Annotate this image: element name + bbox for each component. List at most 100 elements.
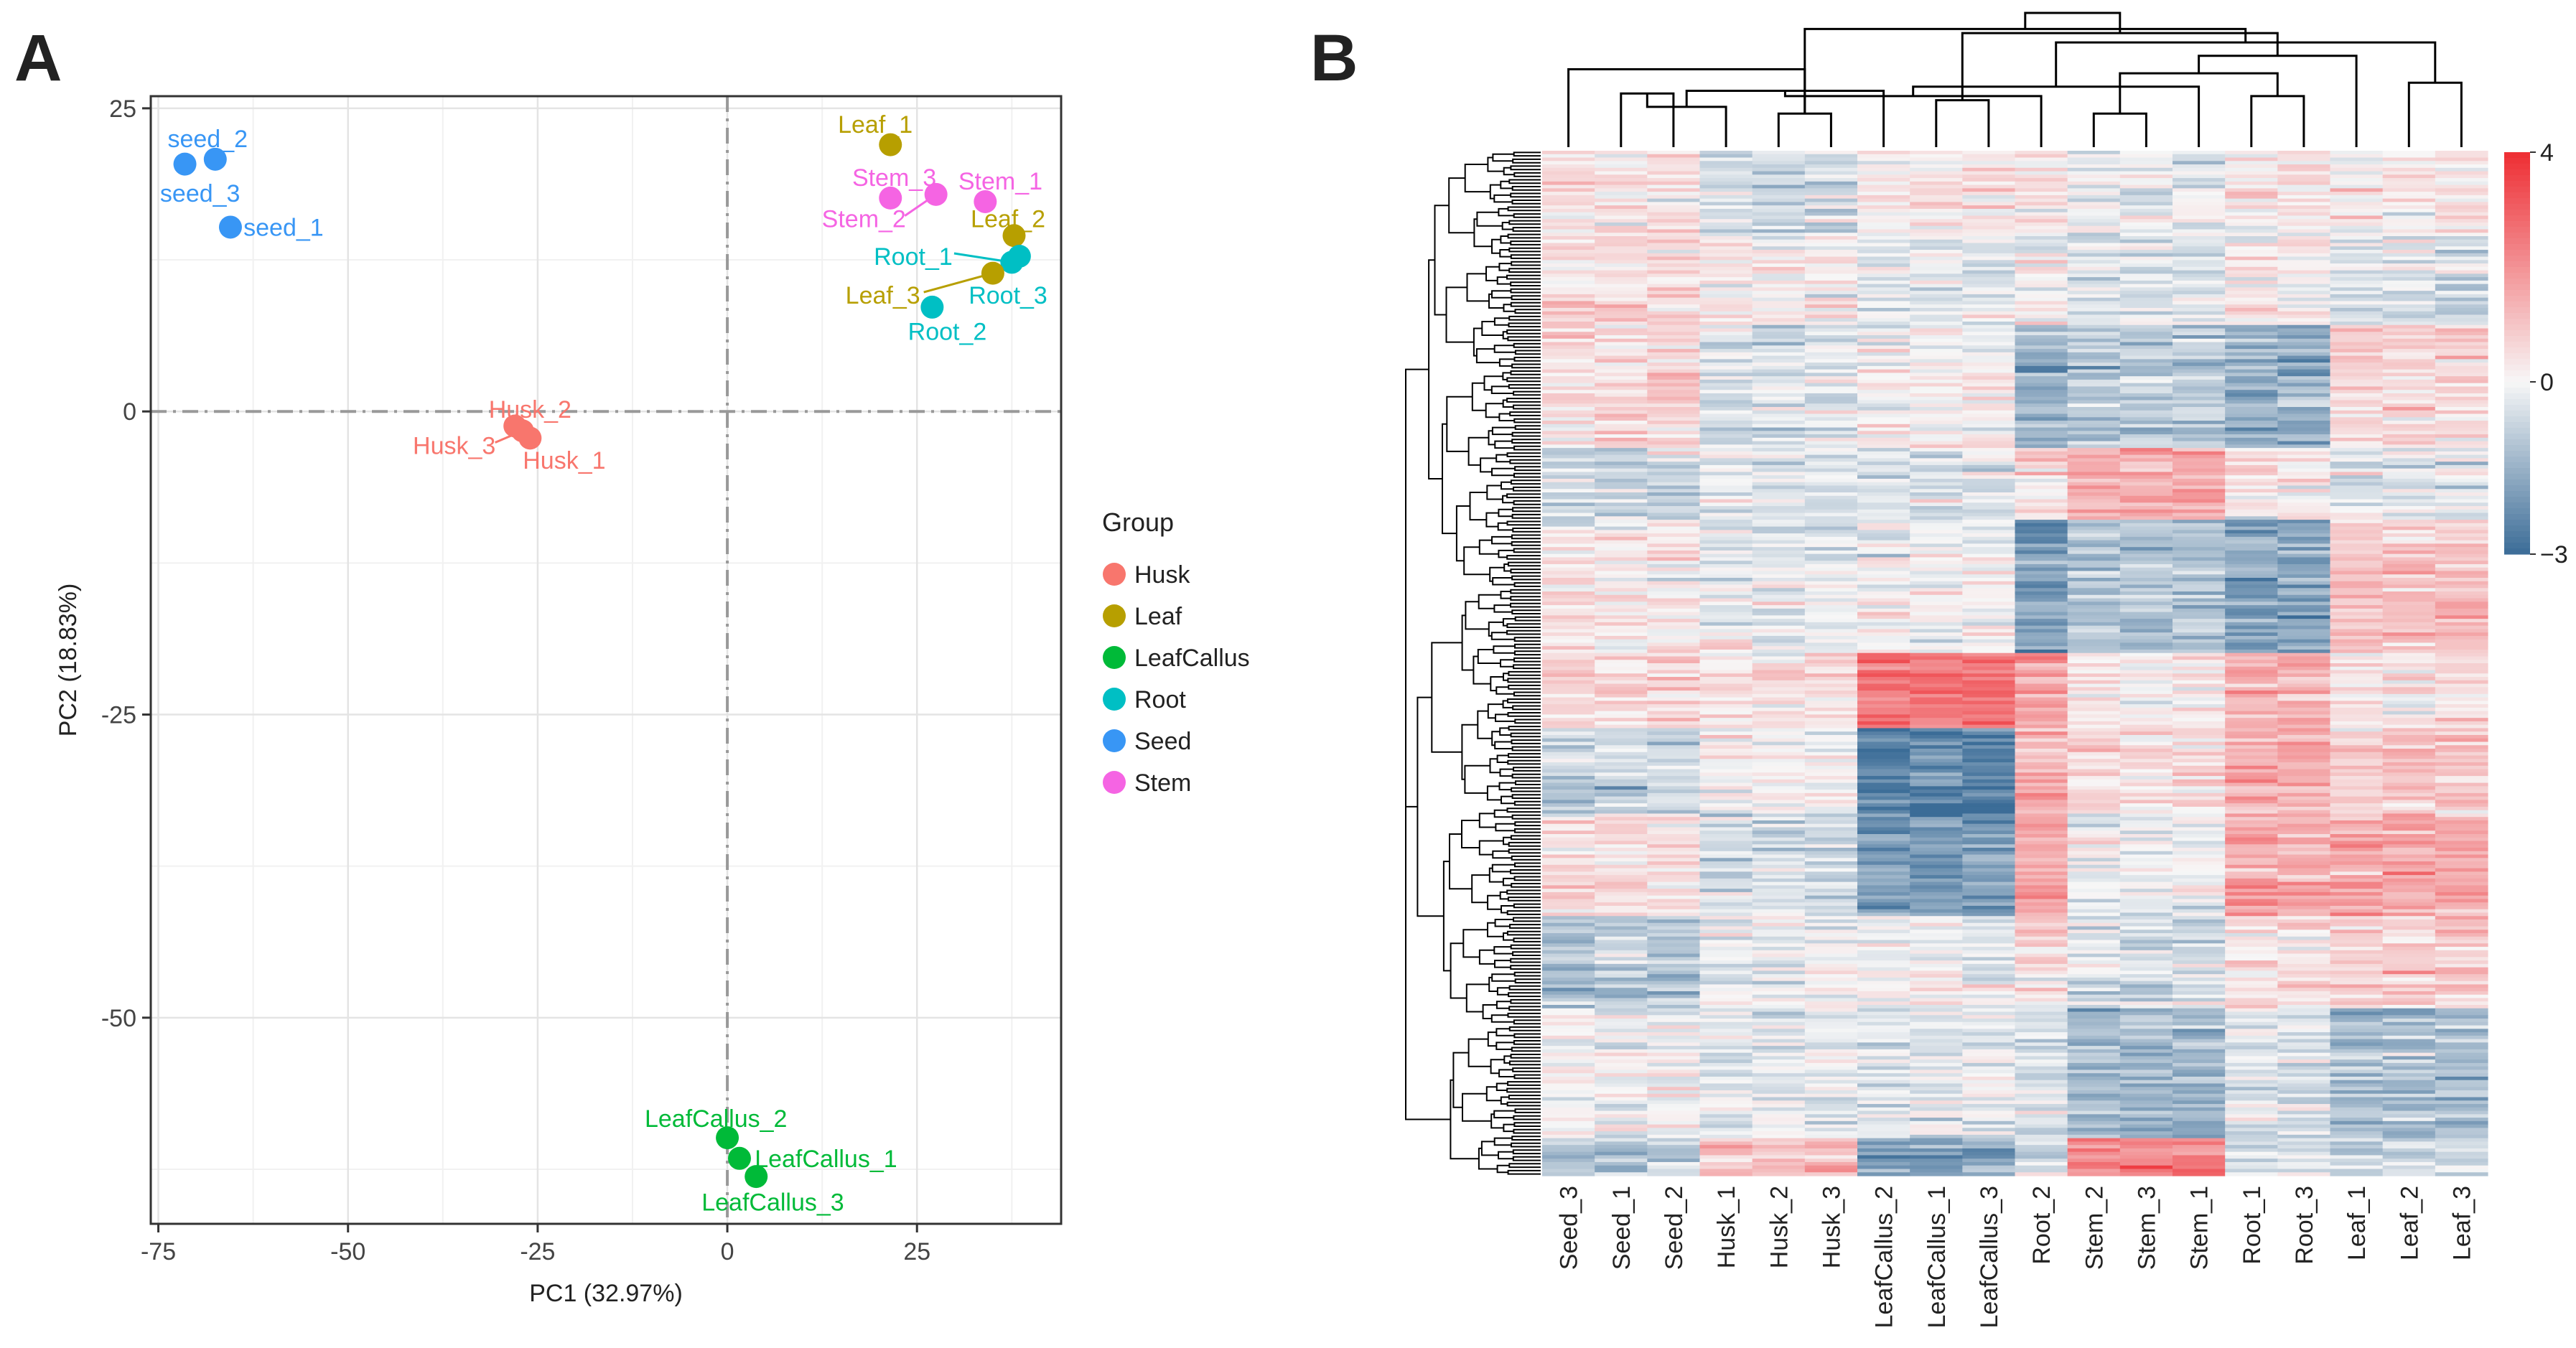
heatmap-cell	[2173, 431, 2226, 435]
heatmap-cell	[1699, 1005, 1753, 1009]
heatmap-cell	[1542, 181, 1595, 186]
row-dendrogram-branch	[1506, 274, 1541, 280]
heatmap-cell	[1804, 683, 1858, 688]
heatmap-cell	[1595, 492, 1648, 497]
heatmap-cell	[1910, 1011, 1963, 1016]
heatmap-cell	[2435, 188, 2488, 192]
heatmap-cell	[1962, 260, 2016, 264]
heatmap-cell	[1647, 543, 1701, 548]
heatmap-cell	[2173, 161, 2226, 165]
heatmap-cell	[2015, 841, 2068, 845]
heatmap-cell	[1542, 707, 1595, 712]
heatmap-cell	[2330, 608, 2384, 613]
heatmap-cell	[1804, 878, 1858, 883]
heatmap-cell	[1857, 864, 1910, 869]
heatmap-cell	[1804, 909, 1858, 914]
row-dendrogram-branch	[1464, 164, 1490, 193]
heatmap-cell	[1804, 792, 1858, 797]
heatmap-cell	[2435, 691, 2488, 695]
heatmap-cell	[2225, 441, 2278, 445]
heatmap-cell	[2119, 810, 2173, 815]
heatmap-cell	[1699, 547, 1753, 551]
row-dendrogram-branch	[1506, 493, 1541, 499]
heatmap-cell	[2330, 830, 2384, 835]
heatmap-cell	[1910, 615, 1963, 619]
point-label: Leaf_1	[838, 111, 913, 139]
heatmap-cell	[1752, 940, 1806, 944]
row-dendrogram-branch	[1507, 1012, 1541, 1018]
heatmap-cell	[2277, 468, 2331, 473]
heatmap-cell	[2119, 578, 2173, 582]
heatmap-cell	[1595, 895, 1648, 900]
heatmap-cell	[1857, 608, 1910, 613]
heatmap-cell	[1752, 526, 1806, 530]
heatmap-cell	[2225, 458, 2278, 462]
heatmap-cell	[2382, 574, 2436, 579]
heatmap-cell	[1752, 431, 1806, 435]
heatmap-cell	[1962, 734, 2016, 739]
heatmap-cell	[1910, 670, 1963, 674]
heatmap-cell	[2435, 441, 2488, 445]
heatmap-cell	[2225, 943, 2278, 947]
heatmap-cell	[2119, 830, 2173, 835]
heatmap-cell	[1647, 772, 1701, 777]
heatmap-cell	[1542, 291, 1595, 295]
heatmap-cell	[2435, 588, 2488, 592]
heatmap-cell	[2225, 598, 2278, 602]
heatmap-cell	[2382, 796, 2436, 800]
heatmap-cell	[1752, 407, 1806, 411]
heatmap-cell	[1752, 663, 1806, 668]
heatmap-cell	[1595, 792, 1648, 797]
heatmap-cell	[1699, 215, 1753, 220]
heatmap-cell	[1962, 205, 2016, 210]
heatmap-cell	[2382, 301, 2436, 305]
heatmap-cell	[1962, 980, 2016, 986]
heatmap-cell	[2015, 550, 2068, 555]
heatmap-cell	[1699, 301, 1753, 305]
heatmap-cell	[2277, 291, 2331, 295]
heatmap-cell	[2067, 448, 2121, 452]
heatmap-cell	[1542, 991, 1595, 996]
heatmap-cell	[1647, 721, 1701, 726]
heatmap-cell	[2119, 738, 2173, 743]
heatmap-cell	[1647, 345, 1701, 350]
heatmap-cell	[1962, 841, 2016, 845]
heatmap-cell	[1699, 622, 1753, 627]
heatmap-cell	[1804, 335, 1858, 340]
heatmap-cell	[2382, 427, 2436, 431]
pca-x-axis-label: PC1 (32.97%)	[529, 1280, 683, 1307]
heatmap-cell	[2067, 578, 2121, 582]
heatmap-cell	[2435, 1005, 2488, 1009]
heatmap-cell	[1542, 390, 1595, 394]
heatmap-cell	[2173, 188, 2226, 192]
heatmap-cell	[2225, 212, 2278, 217]
heatmap-cell	[2015, 899, 2068, 903]
heatmap-cell	[2435, 622, 2488, 627]
heatmap-cell	[1857, 379, 1910, 384]
heatmap-cell	[1752, 468, 1806, 473]
heatmap-cell	[2435, 649, 2488, 654]
heatmap-cell	[2015, 891, 2068, 897]
heatmap-cell	[2173, 683, 2226, 688]
heatmap-cell	[1542, 994, 1595, 999]
row-dendrogram-branch	[1511, 295, 1541, 301]
heatmap-cell	[1752, 157, 1806, 162]
heatmap-cell	[2382, 167, 2436, 172]
heatmap-cell	[2435, 933, 2488, 937]
heatmap-cell	[1804, 940, 1858, 944]
heatmap-cell	[2015, 540, 2068, 544]
heatmap-cell	[2382, 448, 2436, 452]
heatmap-cell	[1699, 205, 1753, 210]
heatmap-cell	[2435, 386, 2488, 390]
heatmap-cell	[2173, 157, 2226, 162]
heatmap-cell	[2015, 332, 2068, 336]
heatmap-cell	[2015, 697, 2068, 701]
heatmap-cell	[2119, 639, 2173, 644]
heatmap-cell	[1857, 677, 1910, 681]
heatmap-cell	[1910, 704, 1963, 708]
heatmap-cell	[2330, 417, 2384, 421]
heatmap-cell	[1595, 243, 1648, 247]
heatmap-cell	[2382, 362, 2436, 367]
heatmap-cell	[1804, 745, 1858, 749]
heatmap-cell	[2173, 902, 2226, 907]
